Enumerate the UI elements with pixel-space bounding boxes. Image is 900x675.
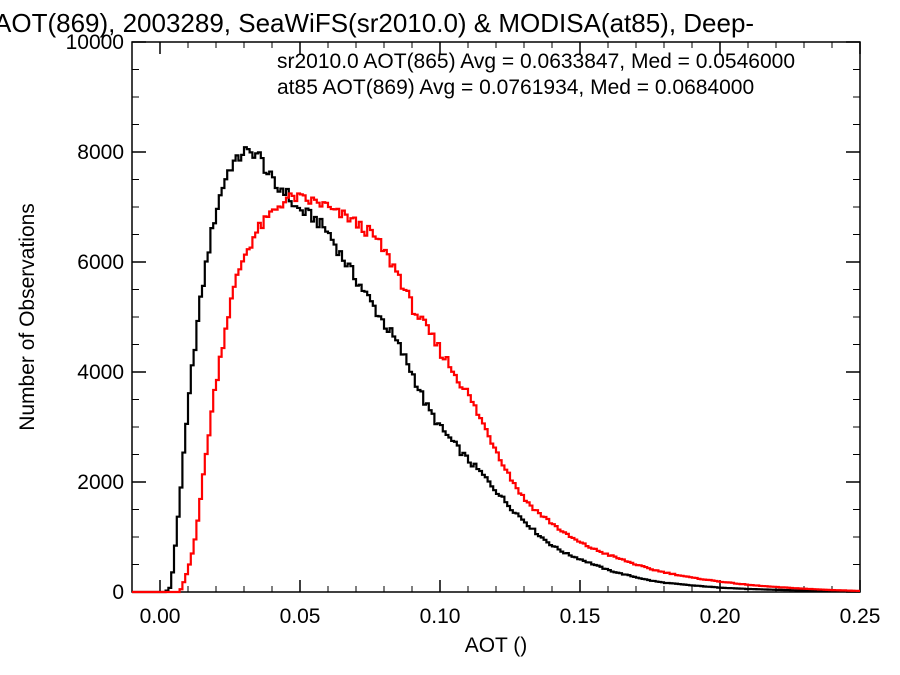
y-tick-label: 4000 xyxy=(77,361,124,384)
plot-frame xyxy=(131,41,861,593)
legend-entry-at85: at85 AOT(869) Avg = 0.0761934, Med = 0.0… xyxy=(277,76,754,99)
series-group xyxy=(132,146,860,594)
x-tick-label: 0.10 xyxy=(420,605,461,628)
x-tick-label: 0.00 xyxy=(140,605,181,628)
plot-area xyxy=(131,41,861,593)
legend-entry-sr2010: sr2010.0 AOT(865) Avg = 0.0633847, Med =… xyxy=(277,50,795,73)
y-tick-label: 8000 xyxy=(77,141,124,164)
x-axis-label: AOT () xyxy=(465,634,528,657)
y-axis-ticks: 0 2000 4000 6000 8000 10000 xyxy=(66,31,860,604)
series-line-sr2010 xyxy=(132,146,860,594)
y-tick-label: 0 xyxy=(112,581,124,604)
series-line-at85 xyxy=(132,192,860,594)
x-tick-label: 0.15 xyxy=(560,605,601,628)
x-tick-label: 0.25 xyxy=(840,605,881,628)
x-tick-label: 0.05 xyxy=(280,605,321,628)
y-tick-label: 10000 xyxy=(66,31,124,54)
y-tick-label: 2000 xyxy=(77,471,124,494)
y-tick-label: 6000 xyxy=(77,251,124,274)
y-axis-label: Number of Observations xyxy=(16,203,39,431)
chart-title: AOT(869), 2003289, SeaWiFS(sr2010.0) & M… xyxy=(0,8,754,38)
x-tick-label: 0.20 xyxy=(700,605,741,628)
x-axis-ticks: 0.00 0.05 0.10 0.15 0.20 0.25 xyxy=(140,42,881,628)
